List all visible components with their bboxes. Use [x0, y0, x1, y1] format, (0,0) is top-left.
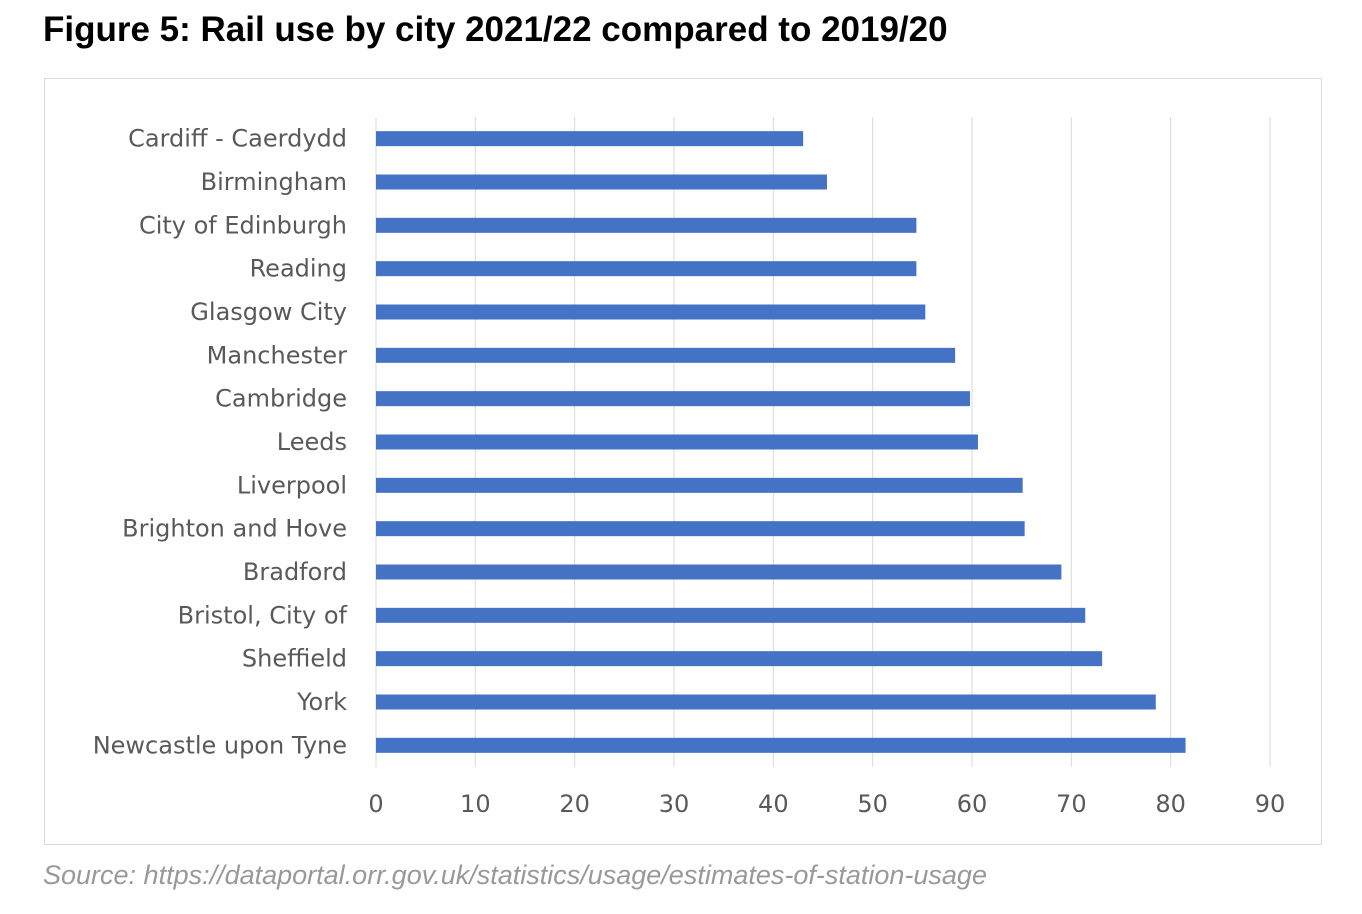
category-label: Leeds [277, 428, 347, 456]
x-tick-label: 90 [1255, 790, 1286, 818]
source-note: Source: https://dataportal.orr.gov.uk/st… [43, 860, 987, 890]
x-tick-label: 60 [957, 790, 988, 818]
category-label: Liverpool [237, 471, 347, 499]
bar [376, 607, 1086, 623]
category-label: Newcastle upon Tyne [93, 731, 347, 759]
bar [376, 217, 917, 233]
x-tick-label: 70 [1056, 790, 1087, 818]
x-tick-label: 30 [659, 790, 690, 818]
bar [376, 261, 917, 277]
bar-chart: 0 10 20 30 40 50 60 70 80 90 Cardiff - Caerdydd Bir… [93, 117, 1286, 818]
category-label: City of Edinburgh [139, 211, 347, 239]
x-tick-label: 50 [857, 790, 888, 818]
category-label: Glasgow City [190, 298, 347, 326]
bar [376, 521, 1025, 537]
figure-title: Figure 5: Rail use by city 2021/22 compa… [43, 10, 948, 49]
bar [376, 434, 978, 450]
bar [376, 131, 804, 147]
bar [376, 651, 1103, 667]
bar [376, 737, 1186, 753]
chart-area: 0 10 20 30 40 50 60 70 80 90 Cardiff - Caerdydd Bir… [44, 78, 1322, 845]
x-tick-label: 80 [1155, 790, 1186, 818]
category-label: Bristol, City of [178, 601, 348, 629]
bar [376, 304, 926, 320]
bar [376, 564, 1062, 580]
bar [376, 477, 1023, 493]
category-label: York [296, 688, 347, 716]
x-tick-label: 0 [368, 790, 383, 818]
bar [376, 391, 971, 407]
category-label: Reading [250, 255, 347, 283]
category-label: Cambridge [215, 385, 347, 413]
bar [376, 347, 956, 363]
x-tick-label: 20 [559, 790, 590, 818]
x-tick-label: 10 [460, 790, 491, 818]
category-label: Sheffield [242, 645, 347, 673]
bar [376, 174, 827, 190]
category-label: Birmingham [201, 168, 347, 196]
bar [376, 694, 1156, 710]
category-label: Brighton and Hove [122, 515, 347, 543]
category-label: Cardiff - Caerdydd [128, 125, 347, 153]
category-label: Manchester [207, 341, 347, 369]
x-tick-label: 40 [758, 790, 789, 818]
category-label: Bradford [243, 558, 347, 586]
